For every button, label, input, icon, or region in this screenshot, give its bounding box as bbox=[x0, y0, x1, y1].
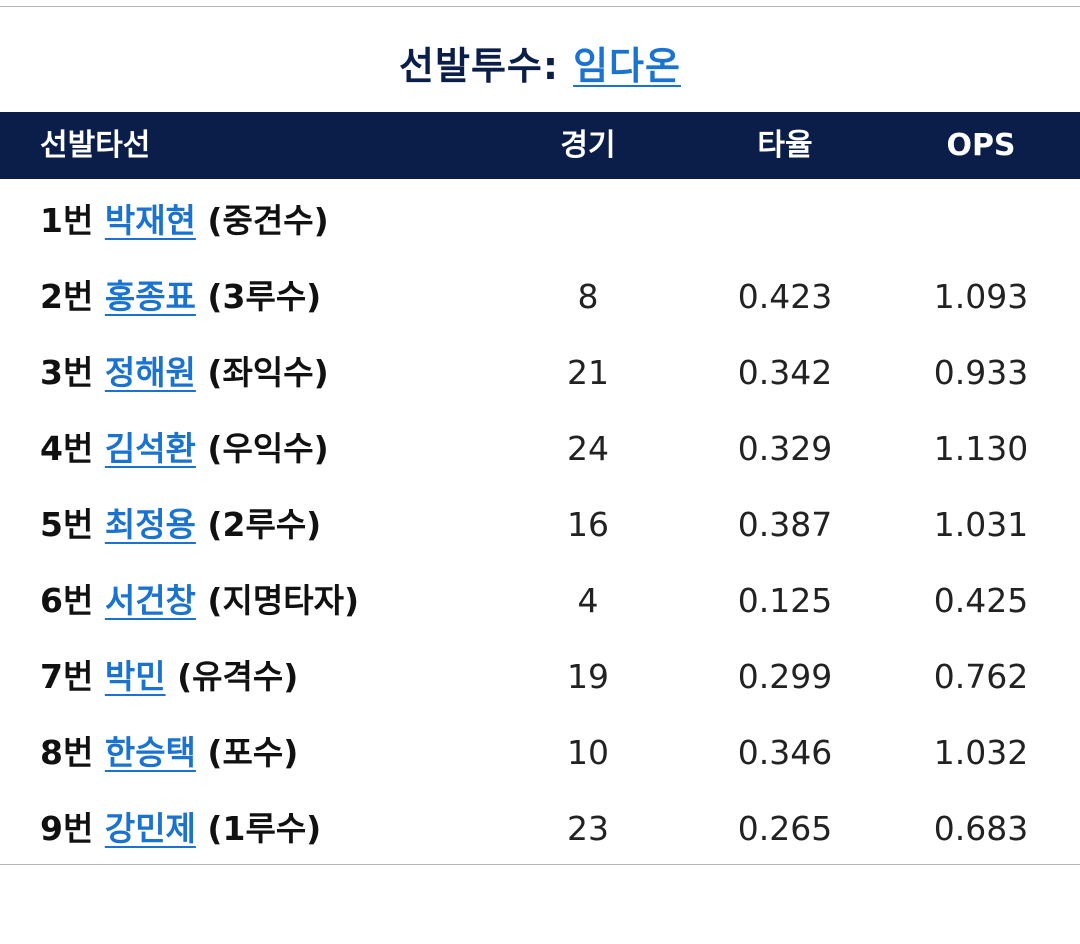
player-position: (1루수) bbox=[207, 809, 322, 848]
header-lineup: 선발타선 bbox=[40, 128, 151, 163]
games-cell: 10 bbox=[567, 733, 609, 772]
player-position: (중견수) bbox=[207, 201, 329, 240]
batting-order: 4번 bbox=[40, 429, 94, 468]
ops-cell bbox=[914, 183, 1048, 259]
batting-order: 5번 bbox=[40, 505, 94, 544]
bottom-divider bbox=[0, 864, 1080, 865]
player-position: (지명타자) bbox=[207, 581, 360, 620]
header-games: 경기 bbox=[560, 128, 616, 163]
lineup-cell: 2번 홍종표 (3루수) bbox=[40, 259, 321, 335]
table-row: 1번 박재현 (중견수) bbox=[0, 183, 1080, 259]
avg-cell: 0.387 bbox=[737, 505, 833, 544]
batting-order: 9번 bbox=[40, 809, 94, 848]
lineup-cell: 3번 정해원 (좌익수) bbox=[40, 335, 329, 411]
batting-order: 2번 bbox=[40, 277, 94, 316]
player-link[interactable]: 박민 bbox=[104, 657, 166, 696]
player-link[interactable]: 최정용 bbox=[104, 505, 196, 544]
table-row: 5번 최정용 (2루수) 16 0.387 1.031 bbox=[0, 487, 1080, 563]
table-row: 8번 한승택 (포수) 10 0.346 1.032 bbox=[0, 715, 1080, 791]
avg-cell: 0.125 bbox=[737, 581, 833, 620]
avg-cell: 0.342 bbox=[737, 353, 833, 392]
ops-cell: 0.933 bbox=[933, 353, 1029, 392]
games-cell: 19 bbox=[567, 657, 609, 696]
player-position: (유격수) bbox=[177, 657, 299, 696]
ops-cell: 1.031 bbox=[933, 505, 1029, 544]
player-position: (포수) bbox=[207, 733, 299, 772]
starting-pitcher-link[interactable]: 임다온 bbox=[573, 43, 681, 88]
table-row: 4번 김석환 (우익수) 24 0.329 1.130 bbox=[0, 411, 1080, 487]
ops-cell: 0.683 bbox=[933, 809, 1029, 848]
player-position: (좌익수) bbox=[207, 353, 329, 392]
avg-cell bbox=[718, 183, 852, 259]
batting-order: 6번 bbox=[40, 581, 94, 620]
player-link[interactable]: 김석환 bbox=[104, 429, 196, 468]
games-cell: 24 bbox=[567, 429, 609, 468]
ops-cell: 1.032 bbox=[933, 733, 1029, 772]
batting-order: 3번 bbox=[40, 353, 94, 392]
lineup-cell: 1번 박재현 (중견수) bbox=[40, 183, 329, 259]
starting-pitcher: 선발투수: 임다온 bbox=[0, 34, 1080, 90]
player-position: (3루수) bbox=[207, 277, 322, 316]
games-cell: 23 bbox=[567, 809, 609, 848]
top-divider bbox=[0, 6, 1080, 7]
avg-cell: 0.329 bbox=[737, 429, 833, 468]
lineup-cell: 5번 최정용 (2루수) bbox=[40, 487, 321, 563]
table-row: 9번 강민제 (1루수) 23 0.265 0.683 bbox=[0, 791, 1080, 867]
batting-order: 7번 bbox=[40, 657, 94, 696]
player-link[interactable]: 정해원 bbox=[104, 353, 196, 392]
ops-cell: 0.762 bbox=[933, 657, 1029, 696]
batting-order: 1번 bbox=[40, 201, 94, 240]
lineup-cell: 8번 한승택 (포수) bbox=[40, 715, 298, 791]
starting-pitcher-label: 선발투수: bbox=[399, 43, 560, 88]
lineup-cell: 7번 박민 (유격수) bbox=[40, 639, 298, 715]
ops-cell: 1.093 bbox=[933, 277, 1029, 316]
player-link[interactable]: 한승택 bbox=[104, 733, 196, 772]
games-cell: 8 bbox=[577, 277, 599, 316]
player-link[interactable]: 강민제 bbox=[104, 809, 196, 848]
table-row: 6번 서건창 (지명타자) 4 0.125 0.425 bbox=[0, 563, 1080, 639]
player-link[interactable]: 홍종표 bbox=[104, 277, 196, 316]
player-link[interactable]: 서건창 bbox=[104, 581, 196, 620]
ops-cell: 0.425 bbox=[933, 581, 1029, 620]
player-position: (2루수) bbox=[207, 505, 322, 544]
avg-cell: 0.423 bbox=[737, 277, 833, 316]
player-link[interactable]: 박재현 bbox=[104, 201, 196, 240]
batting-order: 8번 bbox=[40, 733, 94, 772]
lineup-cell: 9번 강민제 (1루수) bbox=[40, 791, 321, 867]
table-row: 7번 박민 (유격수) 19 0.299 0.762 bbox=[0, 639, 1080, 715]
lineup-cell: 6번 서건창 (지명타자) bbox=[40, 563, 359, 639]
table-row: 3번 정해원 (좌익수) 21 0.342 0.933 bbox=[0, 335, 1080, 411]
header-ops: OPS bbox=[946, 128, 1016, 163]
lineup-cell: 4번 김석환 (우익수) bbox=[40, 411, 329, 487]
games-cell: 16 bbox=[567, 505, 609, 544]
avg-cell: 0.299 bbox=[737, 657, 833, 696]
header-avg: 타율 bbox=[757, 128, 813, 163]
lineup-table-body: 1번 박재현 (중견수) 2번 홍종표 (3루수) 8 0.423 1.093 … bbox=[0, 183, 1080, 867]
avg-cell: 0.265 bbox=[737, 809, 833, 848]
games-cell bbox=[526, 183, 650, 259]
avg-cell: 0.346 bbox=[737, 733, 833, 772]
table-header: 선발타선 경기 타율 OPS bbox=[0, 112, 1080, 179]
table-row: 2번 홍종표 (3루수) 8 0.423 1.093 bbox=[0, 259, 1080, 335]
ops-cell: 1.130 bbox=[933, 429, 1029, 468]
games-cell: 21 bbox=[567, 353, 609, 392]
games-cell: 4 bbox=[577, 581, 599, 620]
player-position: (우익수) bbox=[207, 429, 329, 468]
